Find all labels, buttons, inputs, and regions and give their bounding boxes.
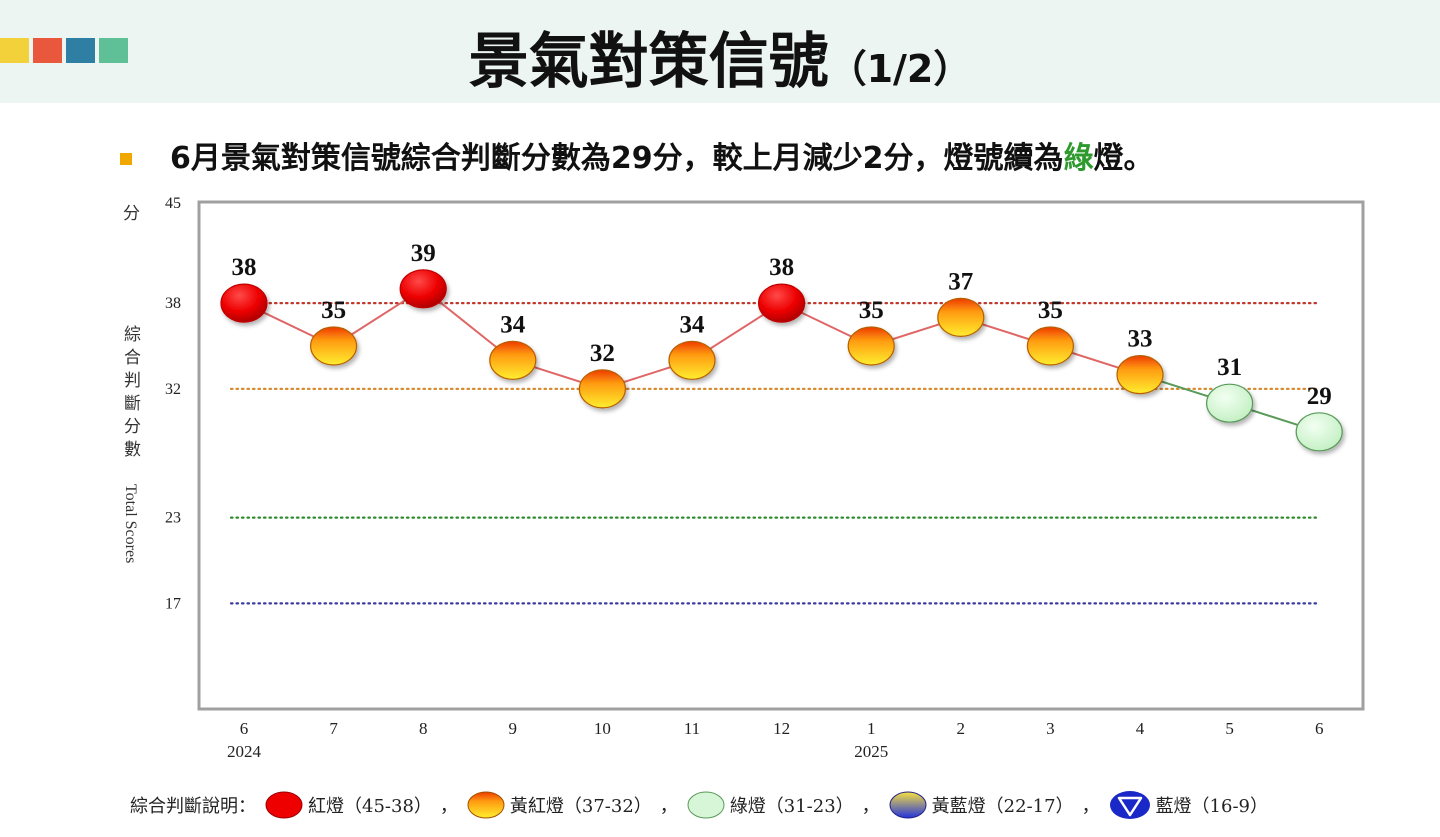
data-label: 31 xyxy=(1217,354,1242,381)
x-tick-label: 12 xyxy=(773,719,790,738)
y-axis-label-zh: 斷 xyxy=(124,394,141,414)
signal-light-red xyxy=(220,283,268,323)
red-light-icon xyxy=(265,791,303,819)
legend-title: 綜合判斷說明： xyxy=(130,796,256,817)
page-title: 景氣對策信號（1/2） xyxy=(0,22,1440,109)
signal-light-yellow-red xyxy=(847,326,895,366)
y-unit-label: 分 xyxy=(123,204,140,224)
headline-highlight: 綠 xyxy=(1063,141,1094,176)
green-light-icon xyxy=(687,791,725,819)
x-tick-label: 9 xyxy=(509,719,518,738)
bullet-marker xyxy=(120,153,132,165)
signal-light-yellow-red xyxy=(668,340,716,380)
data-label: 35 xyxy=(859,297,884,324)
blue-light-icon xyxy=(1109,791,1150,819)
title-main: 景氣對策信號 xyxy=(468,27,829,97)
signal-light-yellow-red xyxy=(937,297,985,337)
x-tick-label: 3 xyxy=(1046,719,1055,738)
headline-text-2: 燈。 xyxy=(1093,141,1154,176)
x-tick-label: 5 xyxy=(1225,719,1234,738)
legend-text-red: 紅燈（45-38） xyxy=(308,796,432,817)
signal-light-yellow-red xyxy=(1026,326,1075,366)
legend-text-yellow-blue: 黃藍燈（22-17） xyxy=(931,796,1074,817)
signal-light-green xyxy=(1205,383,1254,423)
y-tick-label: 23 xyxy=(165,510,181,527)
x-tick-label: 2 xyxy=(957,719,966,738)
deco-square-red xyxy=(33,38,62,63)
data-label: 32 xyxy=(590,340,615,367)
y-axis-label-zh: 數 xyxy=(124,440,141,460)
y-tick-label: 45 xyxy=(165,195,181,212)
legend-text-green: 綠燈（31-23） xyxy=(729,796,854,817)
deco-square-green xyxy=(99,38,128,63)
data-label: 34 xyxy=(680,311,706,338)
x-tick-label: 10 xyxy=(594,719,611,738)
legend-text-yellow-red: 黃紅燈（37-32） xyxy=(509,796,652,817)
y-tick-label: 32 xyxy=(165,381,181,398)
signal-light-green xyxy=(1295,412,1343,452)
legend-separator: ， xyxy=(659,796,678,817)
x-tick-label: 7 xyxy=(329,719,338,738)
title-sub: （1/2） xyxy=(828,47,972,91)
data-label: 37 xyxy=(948,268,973,295)
x-tick-label: 8 xyxy=(419,719,428,738)
data-label: 35 xyxy=(321,297,346,324)
legend-item-yellow-blue: 黃藍燈（22-17） xyxy=(888,790,1074,820)
signal-light-yellow-red xyxy=(489,340,537,380)
legend-item-green: 綠燈（31-23） xyxy=(686,790,854,820)
header-band: 景氣對策信號（1/2） xyxy=(0,0,1440,103)
x-tick-label: 4 xyxy=(1136,719,1145,738)
signal-light-yellow-red xyxy=(1116,355,1164,395)
data-label: 35 xyxy=(1038,297,1063,324)
x-tick-label: 11 xyxy=(684,719,700,738)
headline: 6月景氣對策信號綜合判斷分數為29分，較上月減少2分，燈號續為綠燈。 xyxy=(170,139,1154,179)
data-label: 38 xyxy=(232,254,257,281)
deco-square-yellow xyxy=(0,38,29,63)
y-axis-label-en: Total Scores xyxy=(122,484,139,563)
headline-text-1: 6月景氣對策信號綜合判斷分數為29分，較上月減少2分，燈號續為 xyxy=(170,141,1064,176)
legend-separator: ， xyxy=(1081,796,1100,817)
y-tick-label: 17 xyxy=(165,595,181,612)
legend-item-blue: 藍燈（16-9） xyxy=(1108,789,1268,821)
legend-separator: ， xyxy=(861,796,880,817)
data-label: 38 xyxy=(769,254,794,281)
data-label: 33 xyxy=(1128,326,1153,353)
deco-square-blue xyxy=(66,38,95,63)
legend-text-blue: 藍燈（16-9） xyxy=(1155,796,1269,817)
yellow-red-light-icon xyxy=(467,791,505,819)
signal-light-red xyxy=(757,283,806,323)
y-axis-label-zh: 判 xyxy=(124,371,141,391)
y-axis-label-zh: 合 xyxy=(124,348,141,368)
legend-separator: ， xyxy=(439,796,458,817)
signal-light-yellow-red xyxy=(578,369,627,409)
x-year-label: 2025 xyxy=(854,742,888,761)
data-label: 29 xyxy=(1307,383,1332,410)
legend-item-yellow-red: 黃紅燈（37-32） xyxy=(466,790,652,820)
x-tick-label: 1 xyxy=(867,719,876,738)
signal-light-red xyxy=(399,269,447,309)
y-axis-label-zh: 分 xyxy=(124,417,141,437)
data-label: 34 xyxy=(500,311,526,338)
yellow-blue-light-icon xyxy=(889,791,927,819)
x-tick-label: 6 xyxy=(240,719,249,738)
legend-item-red: 紅燈（45-38） xyxy=(264,790,432,820)
x-year-label: 2024 xyxy=(227,742,262,761)
data-label: 39 xyxy=(411,240,436,267)
y-axis-label-zh: 綜 xyxy=(124,325,141,345)
signal-light-yellow-red xyxy=(310,326,358,366)
x-tick-label: 6 xyxy=(1315,719,1324,738)
y-tick-label: 38 xyxy=(165,295,181,312)
legend: 綜合判斷說明： 紅燈（45-38） ， 黃紅燈（37-32） ， 綠燈（31-2… xyxy=(130,789,1274,821)
